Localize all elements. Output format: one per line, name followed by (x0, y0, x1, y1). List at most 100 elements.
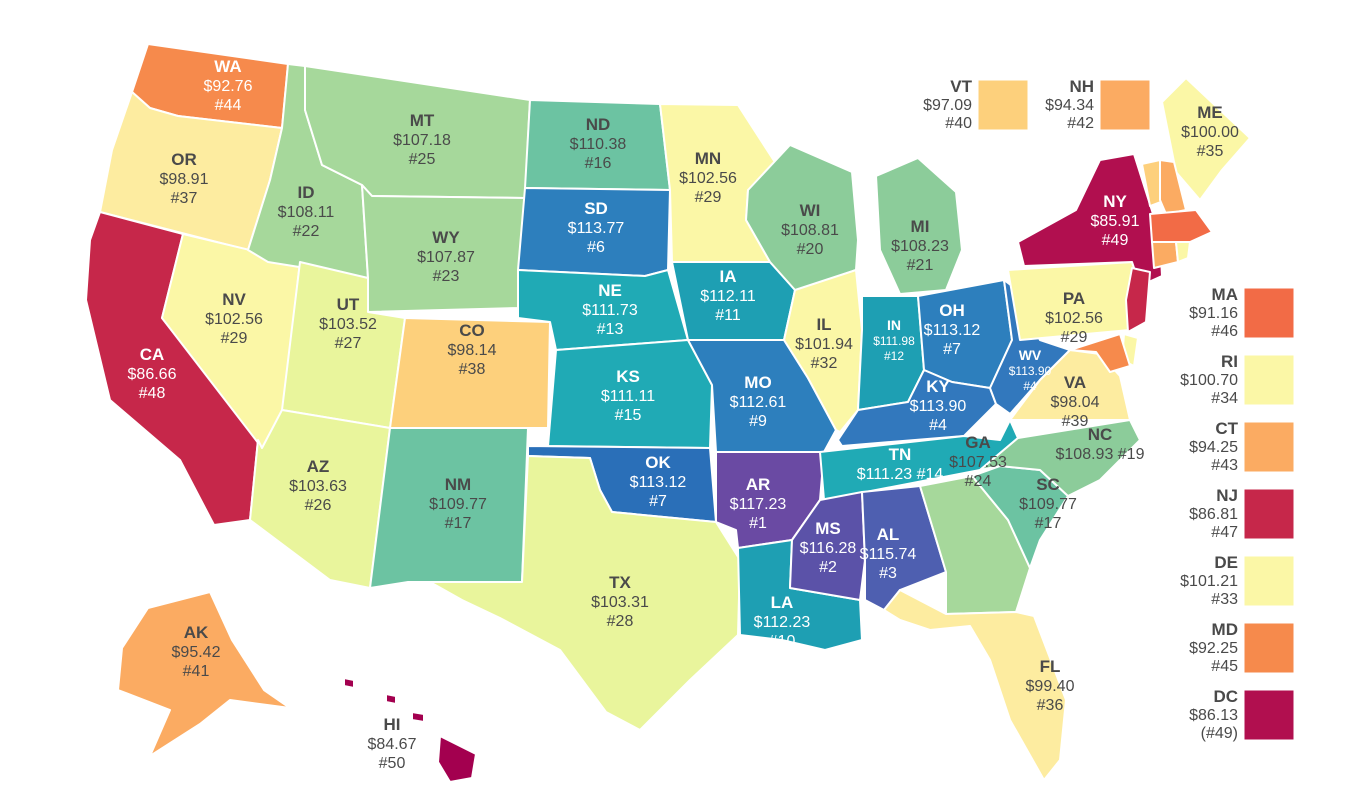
state-rank: #44 (215, 97, 242, 114)
legend-box-nh: NH$94.34#42 (1045, 77, 1151, 132)
state-rank: #3 (879, 565, 897, 582)
state-value: $86.66 (128, 366, 177, 383)
state-hi-shape (343, 677, 477, 783)
state-rank: #17 (1035, 515, 1062, 532)
state-abbr: RI (1221, 352, 1238, 371)
state-rank: #36 (1037, 697, 1064, 714)
state-value: $112.23 (754, 614, 811, 631)
state-abbr: MA (1212, 285, 1238, 304)
state-value: $113.90 (1009, 364, 1052, 378)
state-value: $99.40 (1026, 678, 1075, 695)
legend-swatch (1243, 689, 1295, 741)
state-abbr: NY (1103, 192, 1127, 211)
state-value: $98.91 (160, 171, 209, 188)
state-value: $115.74 (860, 546, 917, 563)
state-label-nm: NM $109.77 #17 (429, 475, 487, 532)
state-value: $86.13 (1189, 707, 1238, 724)
state-value: $111.11 (601, 388, 655, 405)
state-label-fl: FL $99.40 #36 (1026, 657, 1075, 714)
state-label-ak: AK $95.42 #41 (172, 623, 221, 680)
state-rank: #10 (769, 633, 796, 650)
state-rank: #42 (1067, 115, 1094, 132)
state-tx-shape (429, 455, 741, 731)
state-label-ca: CA $86.66 #48 (128, 345, 177, 402)
state-value: $101.21 (1180, 573, 1238, 590)
state-value: $111.98 (873, 334, 915, 348)
state-value: $100.70 (1180, 372, 1238, 389)
state-value: $98.14 (448, 342, 497, 359)
state-label-ky: KY $113.90 #4 (910, 377, 967, 434)
state-ma-shape (1149, 209, 1213, 243)
state-value: $109.77 (1019, 496, 1077, 513)
state-labels: WA $92.76 #44 OR $98.91 #37 CA $86.66 #48 NV $102.… (128, 57, 1239, 772)
state-value: $86.81 (1189, 506, 1238, 523)
state-nc-shape (979, 419, 1141, 497)
legend-box-vt: VT$97.09#40 (923, 77, 1029, 132)
state-abbr: NC (1088, 425, 1113, 444)
state-label-al: AL $115.74 #3 (860, 525, 917, 582)
state-abbr: SC (1036, 475, 1060, 494)
state-rank: #29 (695, 189, 722, 206)
state-rank: #16 (585, 155, 612, 172)
state-rank: #2 (819, 559, 837, 576)
state-abbr: OK (645, 453, 671, 472)
state-abbr: AL (877, 525, 900, 544)
state-rank: #27 (335, 335, 362, 352)
state-value: $98.04 (1051, 394, 1100, 411)
state-rank: #20 (797, 241, 824, 258)
state-abbr: MD (1212, 620, 1238, 639)
legend-swatch (1099, 79, 1151, 131)
state-rank: #29 (221, 330, 248, 347)
state-label-ks: KS $111.11 #15 (601, 367, 655, 424)
state-value: $113.77 (568, 220, 625, 237)
state-abbr: AZ (307, 457, 330, 476)
legend-swatch (1243, 287, 1295, 339)
state-abbr: MO (744, 373, 771, 392)
state-rank: #46 (1211, 323, 1238, 340)
state-abbr: IL (816, 315, 831, 334)
state-value: $103.31 (591, 594, 649, 611)
state-value: $100.00 (1181, 124, 1239, 141)
state-value: $112.61 (730, 394, 787, 411)
state-label-sc: SC $109.77 #17 (1019, 475, 1077, 532)
state-label-ms: MS $116.28 #2 (800, 519, 857, 576)
legend-swatch (1243, 622, 1295, 674)
state-rank: #45 (1211, 658, 1238, 675)
state-rank: #7 (649, 493, 667, 510)
state-label-me: ME $100.00 #35 (1181, 103, 1239, 160)
state-rank: #49 (1102, 232, 1129, 249)
state-rank: #17 (445, 515, 472, 532)
state-abbr: NH (1069, 77, 1094, 96)
state-value: $110.38 (570, 136, 627, 153)
state-md-shape (1069, 333, 1131, 373)
state-rank: #41 (183, 663, 210, 680)
state-abbr: DE (1214, 553, 1238, 572)
legend-swatch (1243, 354, 1295, 406)
state-value: $92.76 (204, 78, 253, 95)
state-rank: #13 (597, 321, 624, 338)
state-rank: #1 (749, 515, 767, 532)
state-value: $84.67 (368, 736, 417, 753)
state-rank: #33 (1211, 591, 1238, 608)
legend-box-md: MD$92.25#45 (1189, 620, 1295, 675)
state-value: $117.23 (730, 496, 787, 513)
state-il-shape (783, 269, 863, 433)
state-label-co: CO $98.14 #38 (448, 321, 497, 378)
state-value: $109.77 (429, 496, 487, 513)
state-abbr: OH (939, 301, 965, 320)
state-value: $92.25 (1189, 640, 1238, 657)
state-rank: #25 (409, 151, 436, 168)
state-rank: #40 (945, 115, 972, 132)
state-rank: #4 (1023, 379, 1037, 393)
state-value: $107.53 (949, 454, 1007, 471)
state-label-tx: TX $103.31 #28 (591, 573, 649, 630)
state-label-nv: NV $102.56 #29 (205, 290, 263, 347)
state-abbr: VA (1064, 373, 1086, 392)
state-abbr: MT (410, 111, 435, 130)
state-rank: #34 (1211, 390, 1238, 407)
state-shapes (85, 43, 1251, 783)
state-label-il: IL $101.94 #32 (795, 315, 853, 372)
state-value: $94.25 (1189, 439, 1238, 456)
state-abbr: CA (140, 345, 165, 364)
state-value: $91.16 (1189, 305, 1238, 322)
